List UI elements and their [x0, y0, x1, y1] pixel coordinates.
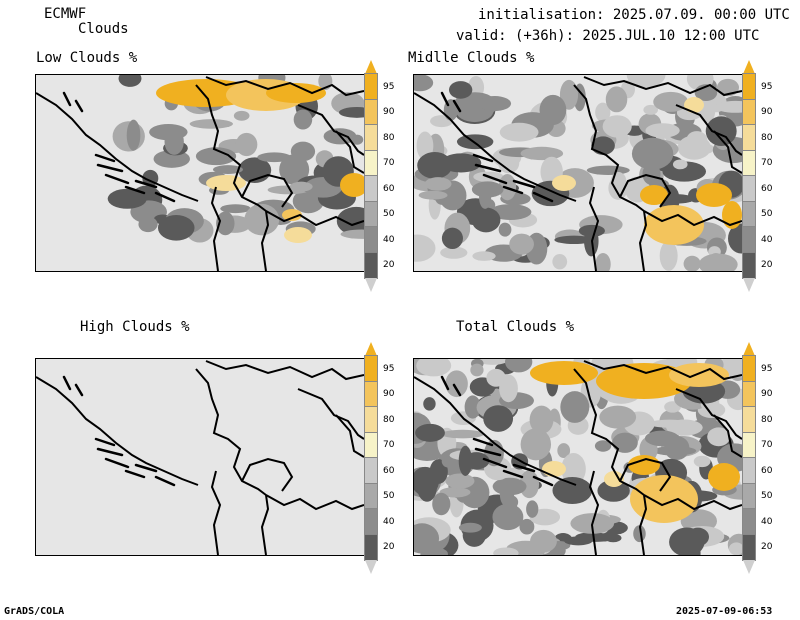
colorbar-segment — [364, 124, 378, 152]
map-total-clouds — [413, 358, 743, 556]
colorbar-segment — [364, 482, 378, 510]
valid-time: valid: (+36h): 2025.JUL.10 12:00 UTC — [456, 28, 760, 44]
colorbar-segment — [742, 431, 756, 459]
colorbar-label: 95 — [383, 363, 395, 374]
map-canvas — [36, 359, 364, 555]
colorbar-segment — [364, 98, 378, 126]
colorbar-label: 60 — [761, 183, 773, 194]
colorbar-segment — [364, 73, 378, 101]
colorbar-low: 95 90 80 70 60 50 40 20 — [364, 60, 394, 292]
colorbar-segment — [742, 200, 756, 228]
colorbar-segment — [742, 124, 756, 152]
panel-title-low: Low Clouds % — [36, 50, 138, 66]
map-canvas — [414, 359, 742, 555]
colorbar-under-arrow — [365, 560, 377, 574]
colorbar-segment — [364, 251, 378, 279]
colorbar-segment — [364, 380, 378, 408]
colorbar-segment — [742, 226, 756, 254]
colorbar-segment — [364, 431, 378, 459]
colorbar-segment — [742, 482, 756, 510]
colorbar-segment — [364, 149, 378, 177]
colorbar-under-arrow — [743, 278, 755, 292]
colorbar-label: 20 — [761, 542, 773, 553]
colorbar-segment — [742, 508, 756, 536]
colorbar-segment — [742, 380, 756, 408]
colorbar-under-arrow — [365, 278, 377, 292]
model-name: ECMWF — [44, 6, 87, 22]
colorbar-mid: 95 90 80 70 60 50 40 20 — [742, 60, 772, 292]
colorbar-segment — [742, 251, 756, 279]
colorbar-label: 40 — [383, 234, 395, 245]
colorbar-label: 95 — [761, 81, 773, 92]
colorbar-label: 20 — [383, 260, 395, 271]
colorbar-over-arrow — [365, 60, 377, 74]
colorbar-label: 40 — [761, 516, 773, 527]
colorbar-segment — [364, 226, 378, 254]
colorbar-label: 50 — [383, 491, 395, 502]
colorbar-label: 90 — [383, 389, 395, 400]
colorbar-label: 95 — [761, 363, 773, 374]
colorbar-segment — [364, 457, 378, 485]
product-name: Clouds — [78, 21, 129, 37]
panel-title-mid: Midlle Clouds % — [408, 50, 535, 66]
colorbar-label: 80 — [383, 414, 395, 425]
colorbar-segment — [364, 355, 378, 383]
map-high-clouds — [35, 358, 365, 556]
colorbar-label: 80 — [383, 132, 395, 143]
colorbar-over-arrow — [743, 60, 755, 74]
colorbar-segment — [742, 149, 756, 177]
colorbar-label: 95 — [383, 81, 395, 92]
colorbar-segment — [742, 98, 756, 126]
colorbar-label: 60 — [383, 465, 395, 476]
colorbar-segment — [742, 533, 756, 561]
colorbar-segment — [742, 406, 756, 434]
colorbar-over-arrow — [743, 342, 755, 356]
colorbar-under-arrow — [743, 560, 755, 574]
colorbar-segment — [742, 73, 756, 101]
colorbar-label: 50 — [761, 491, 773, 502]
map-low-clouds — [35, 74, 365, 272]
colorbar-label: 40 — [761, 234, 773, 245]
colorbar-label: 60 — [383, 183, 395, 194]
colorbar-total: 95 90 80 70 60 50 40 20 — [742, 342, 772, 574]
colorbar-label: 50 — [761, 209, 773, 220]
colorbar-label: 80 — [761, 414, 773, 425]
map-canvas — [414, 75, 742, 271]
colorbar-label: 90 — [383, 107, 395, 118]
colorbar-label: 80 — [761, 132, 773, 143]
colorbar-label: 20 — [383, 542, 395, 553]
colorbar-label: 60 — [761, 465, 773, 476]
colorbar-label: 70 — [383, 158, 395, 169]
colorbar-segment — [742, 457, 756, 485]
footer-timestamp: 2025-07-09-06:53 — [676, 606, 773, 617]
colorbar-label: 70 — [761, 440, 773, 451]
colorbar-label: 90 — [761, 389, 773, 400]
colorbar-high: 95 90 80 70 60 50 40 20 — [364, 342, 394, 574]
colorbar-segment — [364, 406, 378, 434]
colorbar-label: 90 — [761, 107, 773, 118]
colorbar-segment — [364, 508, 378, 536]
colorbar-segment — [742, 355, 756, 383]
footer-software: GrADS/COLA — [4, 606, 65, 617]
colorbar-label: 40 — [383, 516, 395, 527]
colorbar-segment — [364, 533, 378, 561]
panel-title-high: High Clouds % — [80, 319, 190, 335]
colorbar-label: 70 — [383, 440, 395, 451]
map-middle-clouds — [413, 74, 743, 272]
colorbar-segment — [742, 175, 756, 203]
colorbar-label: 50 — [383, 209, 395, 220]
colorbar-label: 20 — [761, 260, 773, 271]
colorbar-over-arrow — [365, 342, 377, 356]
colorbar-label: 70 — [761, 158, 773, 169]
map-canvas — [36, 75, 364, 271]
colorbar-segment — [364, 200, 378, 228]
colorbar-segment — [364, 175, 378, 203]
init-time: initialisation: 2025.07.09. 00:00 UTC — [478, 7, 790, 23]
panel-title-total: Total Clouds % — [456, 319, 575, 335]
